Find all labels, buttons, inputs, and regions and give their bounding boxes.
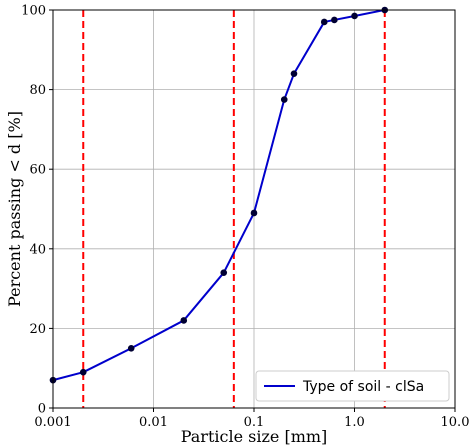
y-ticks-layer: 0 20 40 60 80 100 <box>21 4 53 417</box>
data-point <box>351 12 358 20</box>
data-point <box>331 16 338 24</box>
data-point <box>220 269 228 276</box>
x-ticks-layer: 0.001 0.01 0.1 1.0 10.0 <box>34 408 469 430</box>
y-tick-label: 60 <box>29 163 46 178</box>
y-tick-label: 80 <box>29 83 46 98</box>
data-point <box>290 70 298 77</box>
y-tick-label: 40 <box>29 242 46 257</box>
x-axis-label: Particle size [mm] <box>181 427 328 446</box>
legend-label: Type of soil - clSa <box>302 379 424 395</box>
x-tick-label: 0.01 <box>139 415 168 430</box>
series-line <box>52 9 385 382</box>
data-point <box>180 317 188 324</box>
series-layer <box>49 6 389 384</box>
x-tick-label: 1.0 <box>344 415 365 430</box>
y-axis-label: Percent passing < d [%] <box>5 111 24 307</box>
y-tick-label: 0 <box>38 402 46 417</box>
y-tick-label: 100 <box>21 4 46 19</box>
data-point <box>79 368 87 376</box>
data-point <box>250 209 258 217</box>
x-tick-label: 0.001 <box>34 415 71 430</box>
reference-lines-layer <box>82 10 386 408</box>
grid-layer <box>52 9 456 409</box>
y-tick-label: 20 <box>29 322 46 337</box>
x-tick-label: 0.1 <box>244 415 265 430</box>
data-point <box>280 96 288 103</box>
x-tick-label: 10.0 <box>441 415 470 430</box>
data-point <box>320 18 328 26</box>
legend-box <box>255 370 450 402</box>
data-point <box>127 345 135 352</box>
legend: Type of soil - clSa <box>255 370 450 402</box>
